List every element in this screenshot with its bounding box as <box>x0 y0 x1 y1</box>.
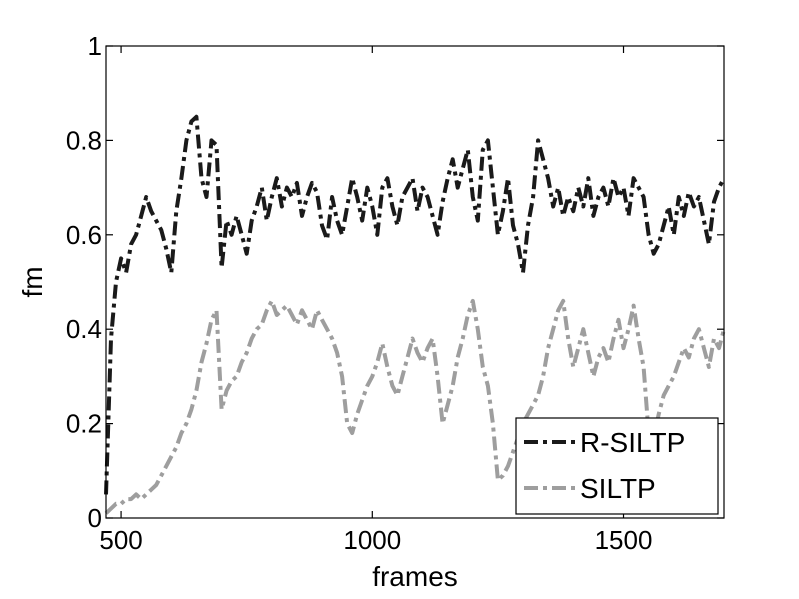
x-tick-label: 500 <box>99 525 142 555</box>
series-line-siltp <box>104 298 726 515</box>
legend: R-SILTP SILTP <box>515 417 719 515</box>
legend-label-r-siltp: R-SILTP <box>580 427 685 458</box>
y-tick-label: 0 <box>88 503 102 533</box>
y-tick-label: 0.6 <box>66 220 102 250</box>
y-axis-title: fm <box>17 266 48 297</box>
y-tick-label: 0.8 <box>66 125 102 155</box>
legend-box <box>515 417 719 515</box>
x-axis-title: frames <box>372 561 458 592</box>
ticks-layer: 500 1000 1500 0 0.2 0.4 0.6 0.8 1 <box>66 31 724 555</box>
y-tick-label: 0.2 <box>66 409 102 439</box>
x-tick-label: 1000 <box>343 525 401 555</box>
x-tick-label: 1500 <box>595 525 653 555</box>
legend-label-siltp: SILTP <box>580 473 656 504</box>
plot-frame <box>105 45 725 519</box>
y-tick-label: 0.4 <box>66 314 102 344</box>
y-tick-label: 1 <box>88 31 102 61</box>
series-line-r-siltp <box>104 114 726 495</box>
series-layer <box>104 114 726 515</box>
